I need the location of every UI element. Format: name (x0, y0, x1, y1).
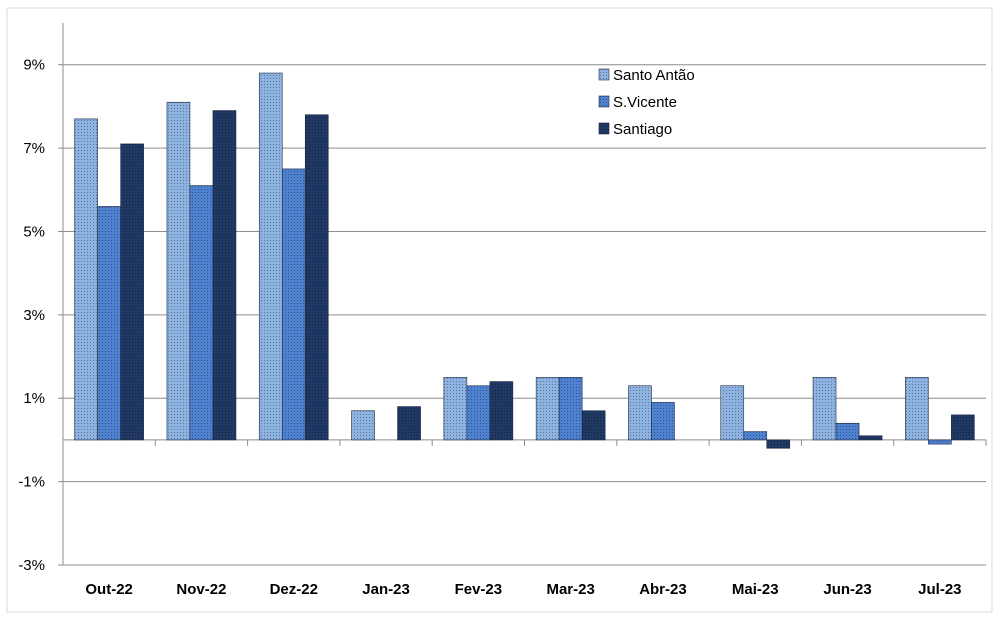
bar-texture (351, 410, 375, 440)
bar-texture (951, 414, 975, 440)
legend-label: S.Vicente (613, 94, 677, 111)
bar-texture (189, 185, 213, 440)
legend-item: Santiago (598, 121, 672, 138)
y-tick-labels: 9% 7% 5% 3% 1% -1% -3% (18, 57, 45, 574)
y-tick-label: 5% (23, 223, 45, 240)
bar-texture (536, 377, 560, 440)
legend-item: S.Vicente (598, 94, 677, 111)
bar-texture (559, 377, 583, 440)
x-tick-label: Mar-23 (546, 581, 594, 598)
chart-border (6, 7, 993, 613)
bar-texture (489, 381, 513, 440)
y-tick-label: 9% (23, 57, 45, 74)
bar-texture (259, 73, 283, 440)
bar-texture (928, 439, 952, 445)
y-tick-label: 7% (23, 140, 45, 157)
bar-texture (166, 102, 190, 440)
bar-texture (466, 385, 490, 440)
x-tick-label: Nov-22 (176, 581, 226, 598)
y-tick-label: -1% (18, 474, 45, 491)
x-tick-label: Jun-23 (823, 581, 871, 598)
x-tick-label: Dez-22 (270, 581, 318, 598)
x-tick-label: Abr-23 (639, 581, 687, 598)
bar-texture (120, 143, 144, 440)
bar-texture (743, 431, 767, 440)
legend: Santo Antão S.Vicente Santiago (598, 67, 695, 138)
x-tick-label: Mai-23 (732, 581, 779, 598)
bar-texture (305, 114, 329, 440)
bar-texture (97, 206, 121, 440)
bar-texture (397, 406, 421, 440)
bar-texture (282, 168, 306, 440)
bar-texture (443, 377, 467, 440)
bar-texture (582, 410, 606, 440)
bar-texture (628, 385, 652, 440)
legend-label: Santo Antão (613, 67, 695, 84)
bar-texture (720, 385, 744, 440)
y-tick-label: 3% (23, 307, 45, 324)
x-tick-label: Fev-23 (455, 581, 503, 598)
x-tick-label: Jul-23 (918, 581, 961, 598)
y-tick-label: -3% (18, 557, 45, 574)
x-tick-labels: Out-22 Nov-22 Dez-22 Jan-23 Fev-23 Mar-23 Abr-… (85, 581, 961, 598)
bar-texture (859, 435, 883, 440)
x-tick-label: Jan-23 (362, 581, 410, 598)
y-tick-label: 1% (23, 390, 45, 407)
bar-texture (836, 423, 860, 440)
bar-texture (212, 110, 236, 440)
bar-texture (905, 377, 929, 440)
x-tick-label: Out-22 (85, 581, 133, 598)
bar-texture (74, 118, 98, 440)
bar-texture (813, 377, 837, 440)
bar-texture (766, 439, 790, 449)
bar-texture (651, 402, 675, 440)
bars (74, 72, 975, 449)
legend-label: Santiago (613, 121, 672, 138)
legend-item: Santo Antão (598, 67, 695, 84)
